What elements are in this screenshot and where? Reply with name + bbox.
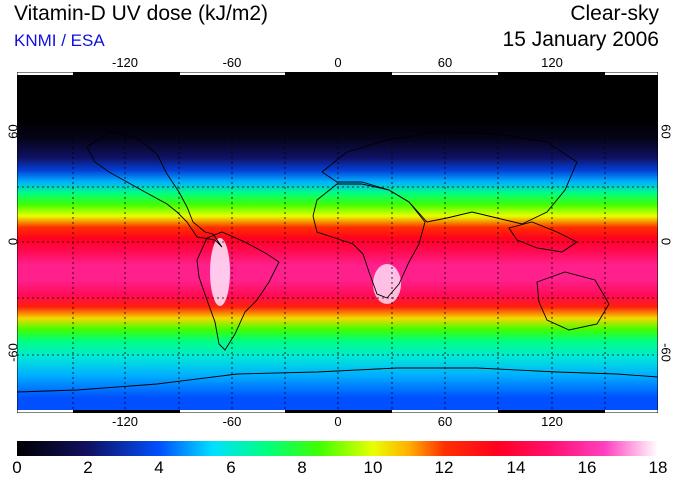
lat-tick-right: -60	[658, 343, 674, 362]
map-frame	[17, 72, 658, 413]
colorbar-label: 16	[577, 458, 597, 477]
colorbar-label: 8	[297, 458, 307, 477]
lon-tick-top: 120	[541, 55, 563, 70]
australia-coast	[536, 271, 610, 331]
lat-tick-right: 60	[658, 124, 674, 139]
lon-tick-bottom: 0	[334, 414, 342, 429]
sky-condition-label: Clear-sky	[570, 2, 659, 25]
north-america-coast	[86, 131, 223, 248]
colorbar-label: 2	[83, 458, 93, 477]
lon-tick-bottom: 60	[437, 414, 453, 429]
coastlines	[17, 131, 658, 393]
lon-tick-bottom: -60	[222, 414, 242, 429]
colorbar-label: 14	[506, 458, 526, 477]
high-dose-patch	[373, 264, 401, 304]
colorbar-label: 0	[12, 458, 22, 477]
antarctica-coast	[17, 367, 658, 393]
lat-tick-right: 0	[658, 237, 674, 246]
credit-label: KNMI / ESA	[14, 31, 105, 50]
high-dose-patch	[210, 238, 230, 306]
colorbar	[17, 441, 658, 456]
colorbar-label: 6	[226, 458, 236, 477]
lon-tick-top: 0	[334, 55, 342, 70]
date-label: 15 January 2006	[502, 28, 659, 51]
graticule	[17, 72, 658, 413]
map-title: Vitamin-D UV dose (kJ/m2)	[14, 2, 269, 25]
lon-tick-bottom: 120	[541, 414, 563, 429]
uv-dose-map	[17, 72, 658, 413]
colorbar-label: 10	[363, 458, 383, 477]
lon-tick-bottom: -120	[111, 414, 139, 429]
lon-tick-top: -120	[111, 55, 139, 70]
colorbar-label: 12	[434, 458, 454, 477]
south-america-coast	[196, 231, 280, 351]
southeast-asia-coast	[508, 221, 578, 253]
colorbar-label: 18	[648, 458, 668, 477]
dose-field	[17, 72, 658, 413]
colorbar-label: 4	[154, 458, 164, 477]
lon-tick-top: 60	[437, 55, 453, 70]
lon-tick-top: -60	[222, 55, 242, 70]
